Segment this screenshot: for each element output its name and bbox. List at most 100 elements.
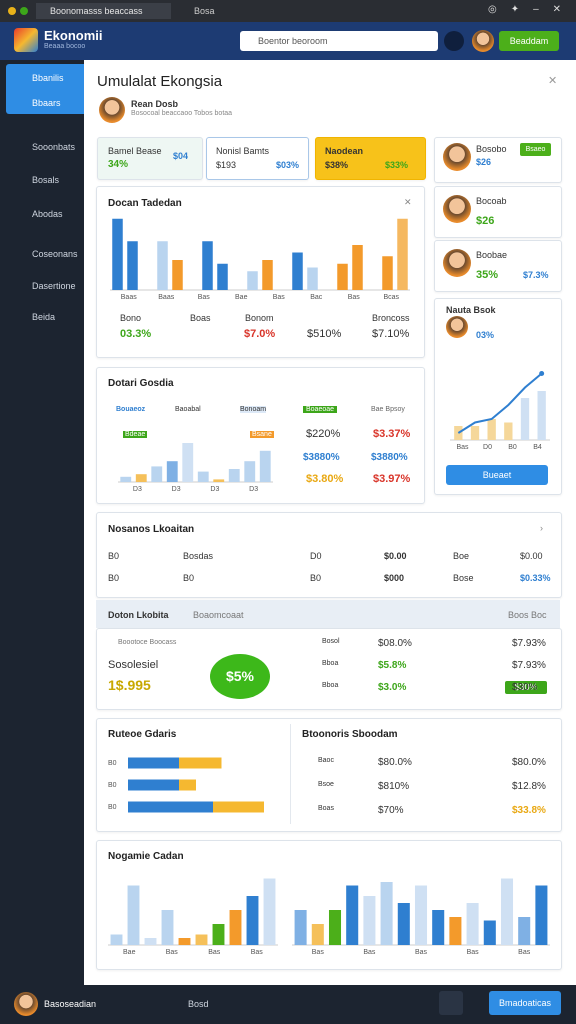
bar (110, 934, 123, 945)
tag: Bdeae (123, 431, 148, 438)
footer-user: Basoseadian (44, 999, 97, 1009)
header: Ekonomii Beaaa bocoo Boentor beoroom Bea… (0, 22, 576, 60)
close[interactable]: ✕ (404, 197, 412, 207)
avatar (443, 249, 471, 277)
avatar[interactable] (472, 30, 494, 52)
stat-sub: $03% (276, 160, 300, 170)
nav-item[interactable]: Bbanilis (32, 73, 64, 83)
table-cell: $0.33% (520, 573, 551, 583)
person-button[interactable]: Bsaeo (520, 143, 551, 156)
icon-button[interactable] (444, 31, 464, 51)
search[interactable]: Boentor beoroom (240, 31, 438, 51)
stat-card[interactable] (206, 137, 309, 180)
nav-item[interactable]: Bbaars (32, 98, 61, 108)
person-name: Boobae (476, 250, 508, 260)
bar (128, 801, 213, 813)
bar (217, 263, 228, 290)
avatar (443, 195, 471, 223)
stat-card[interactable] (97, 137, 203, 180)
x-tick-label: Bas (456, 444, 469, 451)
bar (179, 757, 222, 769)
table-cell: B0 (108, 551, 120, 561)
cell: $3880% (303, 452, 340, 463)
bar (537, 391, 546, 440)
table-card (96, 512, 562, 598)
bar (135, 474, 147, 482)
stat-card[interactable] (315, 137, 426, 180)
nav-item[interactable]: Abodas (32, 209, 63, 219)
table-cell: B0 (108, 573, 120, 583)
card-title: Nosanos Lkoaitan (108, 524, 195, 535)
balance-cell: $70% (378, 805, 404, 816)
window-dot[interactable] (8, 7, 16, 15)
bar (263, 878, 276, 945)
footer-button[interactable]: Bmadoaticas (489, 991, 561, 1015)
bar (292, 252, 303, 290)
bar (363, 896, 376, 945)
kpi-value: $7.0% (244, 328, 276, 340)
kpi-value: $7.10% (372, 328, 410, 340)
stat-label: Naodean (325, 146, 364, 156)
person-value: $26 (476, 215, 495, 227)
nav-item[interactable]: Bosals (32, 175, 60, 185)
bar (466, 903, 479, 945)
summary-cell: $5.8% (378, 660, 407, 671)
point (539, 371, 545, 376)
active-item[interactable] (6, 64, 84, 114)
nav-item[interactable]: Sooonbats (32, 142, 76, 152)
logo-icon[interactable] (14, 28, 38, 52)
person-value: $7.3% (523, 270, 549, 280)
tab[interactable]: Boaomcoaat (193, 610, 244, 620)
x-tick-label: Bas (208, 949, 221, 956)
tag: $30% (505, 681, 547, 694)
bar (127, 885, 140, 945)
close[interactable]: ✕ (548, 75, 558, 87)
bar (182, 443, 194, 482)
bar (244, 461, 256, 482)
bar (144, 938, 157, 945)
balance-cell: $12.8% (512, 781, 546, 792)
balance-cell: $80.0% (378, 757, 412, 768)
tab[interactable]: Boonomasss beaccass (36, 3, 171, 19)
stat-value: $193 (216, 160, 237, 170)
kpi-value: 03.3% (120, 328, 152, 340)
card-title: Dotari Gosdia (108, 378, 174, 389)
bar (432, 910, 445, 945)
summary-cell: $3.0% (378, 682, 407, 693)
stat-sub: $33% (385, 160, 409, 170)
x-tick-label: D3 (249, 486, 258, 493)
window-controls[interactable]: ◎✦–✕ (488, 4, 576, 15)
badge: $5% (210, 654, 270, 699)
bar (454, 426, 463, 440)
bar-chart: D3 D3 D3 D3 (118, 443, 273, 493)
avatar[interactable] (14, 992, 38, 1016)
x-tick-label: D3 (172, 486, 181, 493)
kpi-value: $510% (307, 328, 342, 340)
bar (259, 450, 271, 482)
x-tick-label: Bas (273, 294, 286, 301)
icon-button[interactable] (439, 991, 463, 1015)
line-chart: Bas D0 B0 B4 (450, 371, 550, 451)
window-dot[interactable] (20, 7, 28, 15)
summary-cell: $7.93% (512, 660, 546, 671)
person-value: 35% (476, 269, 499, 281)
cell: $3.97% (373, 473, 411, 485)
caption: Boootoce Boocass (118, 639, 177, 646)
logo-sub: Beaaa bocoo (44, 43, 86, 50)
chevron[interactable]: › (540, 523, 543, 533)
tab[interactable]: Bosa (194, 6, 215, 16)
y-tick-label: B0 (108, 760, 117, 767)
button[interactable]: Bueaet (446, 465, 548, 485)
header-button[interactable]: Beaddam (499, 31, 559, 51)
nav-item[interactable]: Dasertione (32, 281, 76, 291)
y-tick-label: B0 (108, 782, 117, 789)
footer-item[interactable]: Bosd (188, 999, 209, 1009)
nav-item[interactable]: Coseonans (32, 249, 78, 259)
summary-cell: $7.93% (512, 638, 546, 649)
bar (120, 476, 132, 482)
nav-item[interactable]: Beida (32, 312, 56, 322)
card-title: Btoonoris Sboodam (302, 729, 398, 740)
table-cell: B0 (310, 573, 322, 583)
trend-value: 03% (476, 330, 495, 340)
